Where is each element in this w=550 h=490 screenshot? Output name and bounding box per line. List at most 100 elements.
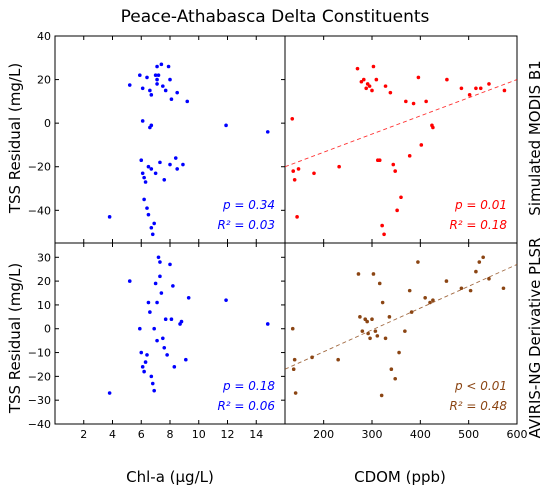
x-tick-label: 4 [109,428,116,441]
x-tick-label: 500 [458,428,479,441]
data-point [428,300,432,305]
data-point [292,178,297,182]
data-point [152,388,156,393]
data-point [158,274,162,279]
data-point [375,334,380,338]
data-point [142,369,146,374]
data-point [153,171,158,176]
data-point [477,260,482,264]
data-point [388,90,393,95]
data-point [467,93,472,97]
data-point [149,93,154,97]
data-point [156,255,161,260]
data-point [361,77,366,82]
y-tick-label: 20 [37,275,51,288]
x-tick-label: 300 [362,428,383,441]
data-point [175,167,179,171]
data-point [409,310,414,314]
data-point [149,123,154,128]
data-point [138,73,142,78]
y-axis-label-bottom: TSS Residual (mg/L) [6,263,24,414]
data-point [364,86,369,91]
data-point [290,326,295,331]
data-point [358,315,362,319]
data-point [166,64,171,69]
row-label-top: Simulated MODIS B1 [526,60,544,215]
data-point [139,350,144,355]
y-tick-label: −10 [28,347,51,360]
data-point [148,310,152,314]
data-point [184,357,188,362]
x-tick-label: 2 [80,428,87,441]
data-point [373,329,378,333]
data-point [158,260,162,264]
data-point [173,156,178,160]
data-point [168,77,172,82]
y-tick-label: −30 [28,394,51,407]
x-tick-label: 200 [313,428,334,441]
data-point [478,86,483,91]
data-point [171,284,175,288]
data-point [149,374,154,379]
data-point [487,82,491,86]
row-label-bottom: AVIRIS-NG Derivative PLSR [526,238,544,439]
data-point [383,84,388,88]
data-point [363,317,368,322]
data-point [142,175,146,180]
y-tick-label: 30 [37,251,51,264]
data-point [419,143,424,147]
data-point [380,223,384,228]
data-point [265,322,270,326]
data-point [387,315,392,319]
x-axis-label-right: CDOM (ppb) [354,468,446,486]
x-tick-label: 8 [167,428,174,441]
data-point [139,158,144,162]
data-point [370,88,374,93]
data-point [374,77,379,82]
data-point [138,326,142,331]
r-squared-label: R² = 0.03 [217,218,275,232]
panel-top-right: p = 0.01 R² = 0.18 [284,35,518,244]
r-squared-label: R² = 0.48 [449,399,507,413]
data-point [155,64,159,69]
data-point [162,178,167,182]
data-point [145,206,149,210]
data-point [459,86,464,91]
data-point [140,171,145,176]
data-point [355,66,360,71]
data-point [382,232,386,237]
data-point [146,212,151,217]
panel-top-left: −40 −20 0 20 40 p = 0.34 R² = 0.03 [28,30,286,244]
data-point [142,197,146,202]
data-point [359,79,364,84]
y-axis-label-top: TSS Residual (mg/L) [6,63,24,214]
data-point [290,117,295,121]
data-point [159,62,164,67]
data-point [371,64,376,69]
data-point [140,86,145,91]
data-point [145,353,149,357]
data-point [140,119,145,123]
data-point [155,77,159,82]
data-point [168,262,172,267]
p-value-label: p = 0.01 [454,198,507,212]
data-point [175,90,179,95]
data-point [155,338,159,343]
data-point [186,295,191,300]
data-point [162,345,167,350]
x-axis-label-left: Chl-a (µg/L) [126,468,214,486]
data-point [395,208,399,213]
data-point [292,357,297,362]
data-point [370,317,374,322]
data-point [356,272,361,276]
data-point [416,75,421,80]
data-point [107,391,112,395]
trend-line [284,79,518,168]
data-point [393,169,398,173]
data-point [127,83,132,87]
data-point [404,99,408,104]
r-squared-label: R² = 0.06 [217,399,275,413]
data-point [265,130,270,134]
x-tick-label: 14 [249,428,263,441]
